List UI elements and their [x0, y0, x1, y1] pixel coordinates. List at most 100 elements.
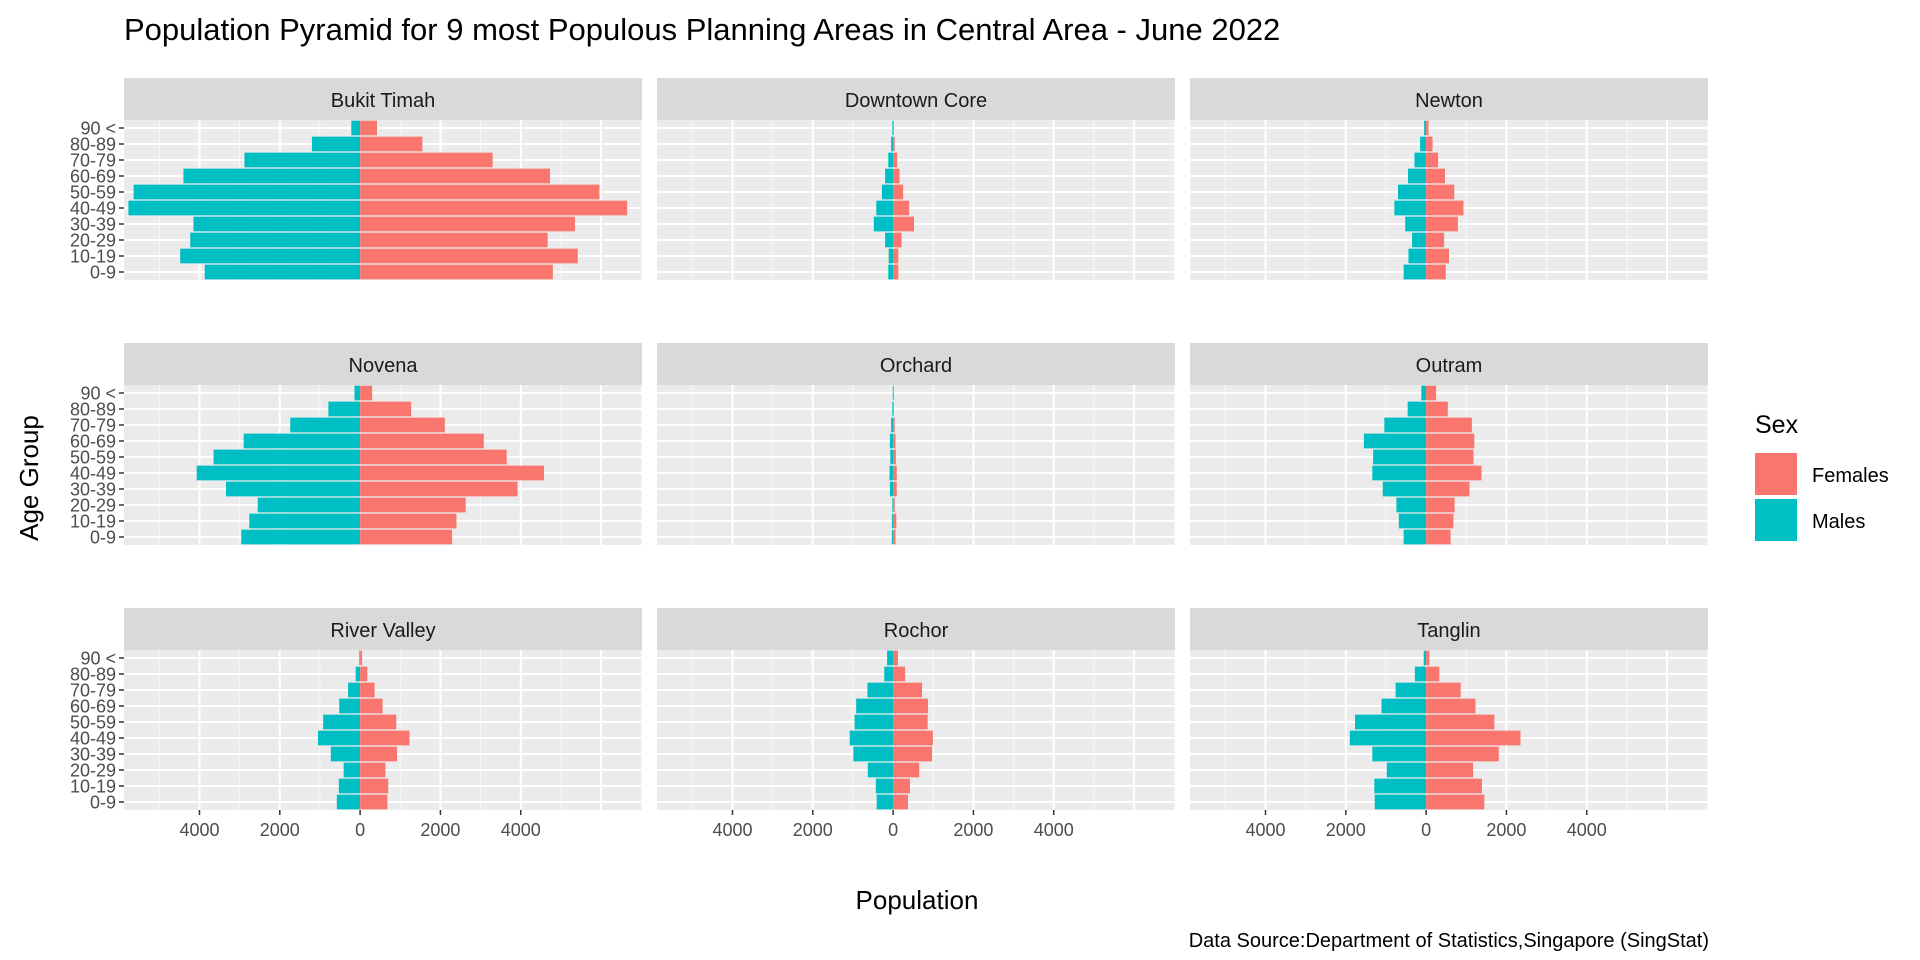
bar-females-50-59: [1426, 449, 1474, 465]
chart-caption: Data Source:Department of Statistics,Sin…: [1189, 930, 1709, 952]
bar-males-50-59: [213, 449, 361, 465]
bar-females-50-59: [1426, 714, 1495, 730]
legend-label-females: Females: [1812, 465, 1889, 487]
bar-females-90-: [1426, 120, 1429, 136]
bar-females-30-39: [360, 481, 518, 497]
y-tick-label: 20-29: [70, 231, 116, 251]
panel-strip-label: Tanglin: [1417, 620, 1480, 642]
bar-females-90-: [1426, 385, 1437, 401]
bar-females-40-49: [360, 465, 545, 481]
bar-females-80-89: [893, 136, 895, 152]
bar-females-20-29: [1426, 497, 1455, 513]
bar-males-60-69: [183, 168, 361, 184]
x-tick-label: 4000: [1567, 820, 1607, 840]
bar-females-80-89: [1426, 666, 1440, 682]
bar-males-20-29: [892, 497, 894, 513]
bar-males-30-39: [193, 216, 361, 232]
bar-females-90-: [1426, 650, 1430, 666]
x-tick-label: 2000: [793, 820, 833, 840]
bar-females-10-19: [360, 513, 457, 529]
bar-females-30-39: [360, 216, 575, 232]
panel-strip-label: River Valley: [330, 620, 435, 642]
bar-males-0-9: [1403, 264, 1427, 280]
panel-strip: [124, 343, 642, 385]
x-tick-label: 4000: [1245, 820, 1285, 840]
panel-strip: [657, 343, 1175, 385]
bar-females-80-89: [1426, 136, 1433, 152]
panel-strip: [657, 78, 1175, 120]
x-tick-label: 2000: [953, 820, 993, 840]
bar-males-20-29: [343, 762, 361, 778]
bar-males-50-59: [854, 714, 894, 730]
bar-males-30-39: [889, 481, 894, 497]
bar-males-80-89: [1420, 136, 1427, 152]
panel-strip: [1190, 608, 1708, 650]
bar-males-50-59: [1355, 714, 1427, 730]
bar-males-90-: [892, 385, 894, 401]
y-axis-label: Age Group: [14, 415, 44, 541]
bar-females-0-9: [1426, 264, 1446, 280]
panel-strip: [1190, 343, 1708, 385]
bar-males-60-69: [889, 433, 894, 449]
legend-key-males: [1755, 499, 1797, 541]
bar-males-20-29: [190, 232, 361, 248]
bar-females-80-89: [893, 666, 906, 682]
bar-females-60-69: [360, 698, 383, 714]
bar-males-70-79: [1414, 152, 1427, 168]
bar-males-60-69: [1363, 433, 1427, 449]
bar-females-80-89: [360, 136, 423, 152]
legend-label-males: Males: [1812, 511, 1865, 533]
bar-females-30-39: [360, 746, 398, 762]
bar-males-70-79: [867, 682, 894, 698]
bar-males-60-69: [856, 698, 894, 714]
bar-males-80-89: [892, 401, 894, 417]
bar-females-10-19: [360, 248, 578, 264]
bar-males-10-19: [875, 778, 894, 794]
bar-males-10-19: [1408, 248, 1427, 264]
bar-males-40-49: [849, 730, 894, 746]
bar-females-30-39: [1426, 481, 1470, 497]
y-tick-label: 20-29: [70, 496, 116, 516]
bar-females-10-19: [893, 778, 910, 794]
y-tick-label: 60-69: [70, 697, 116, 717]
bar-males-80-89: [1407, 401, 1427, 417]
bar-males-80-89: [328, 401, 361, 417]
bar-males-60-69: [243, 433, 361, 449]
bar-females-90-: [893, 120, 894, 136]
bar-males-40-49: [196, 465, 361, 481]
bar-females-0-9: [893, 529, 896, 545]
bar-females-70-79: [360, 417, 445, 433]
y-tick-label: 90 <: [80, 649, 116, 669]
panel-strip-label: Newton: [1415, 90, 1483, 112]
bar-males-70-79: [1395, 682, 1427, 698]
bar-males-50-59: [323, 714, 361, 730]
x-axis-label: Population: [856, 885, 979, 915]
bar-females-10-19: [1426, 513, 1454, 529]
bar-males-80-89: [884, 666, 894, 682]
bar-males-70-79: [348, 682, 361, 698]
bar-females-50-59: [893, 714, 928, 730]
bar-males-30-39: [225, 481, 361, 497]
bar-males-60-69: [1381, 698, 1427, 714]
y-tick-label: 0-9: [90, 528, 116, 548]
bar-females-10-19: [1426, 248, 1449, 264]
bar-females-30-39: [893, 481, 897, 497]
bar-males-50-59: [881, 184, 894, 200]
bar-males-20-29: [257, 497, 361, 513]
bar-males-30-39: [1405, 216, 1427, 232]
bar-females-20-29: [360, 232, 548, 248]
bar-females-90-: [360, 385, 373, 401]
bar-females-90-: [360, 120, 377, 136]
bar-males-50-59: [890, 449, 894, 465]
x-tick-label: 2000: [1326, 820, 1366, 840]
bar-males-70-79: [891, 417, 894, 433]
bar-males-10-19: [888, 248, 894, 264]
y-tick-label: 10-19: [70, 247, 116, 267]
bar-males-20-29: [1386, 762, 1427, 778]
bar-males-90-: [1421, 385, 1427, 401]
legend: Sex Females Males: [1755, 411, 1889, 541]
bar-females-50-59: [360, 449, 507, 465]
bar-females-0-9: [893, 794, 908, 810]
bar-males-10-19: [891, 513, 894, 529]
panel-outram: Outram: [1190, 343, 1708, 545]
